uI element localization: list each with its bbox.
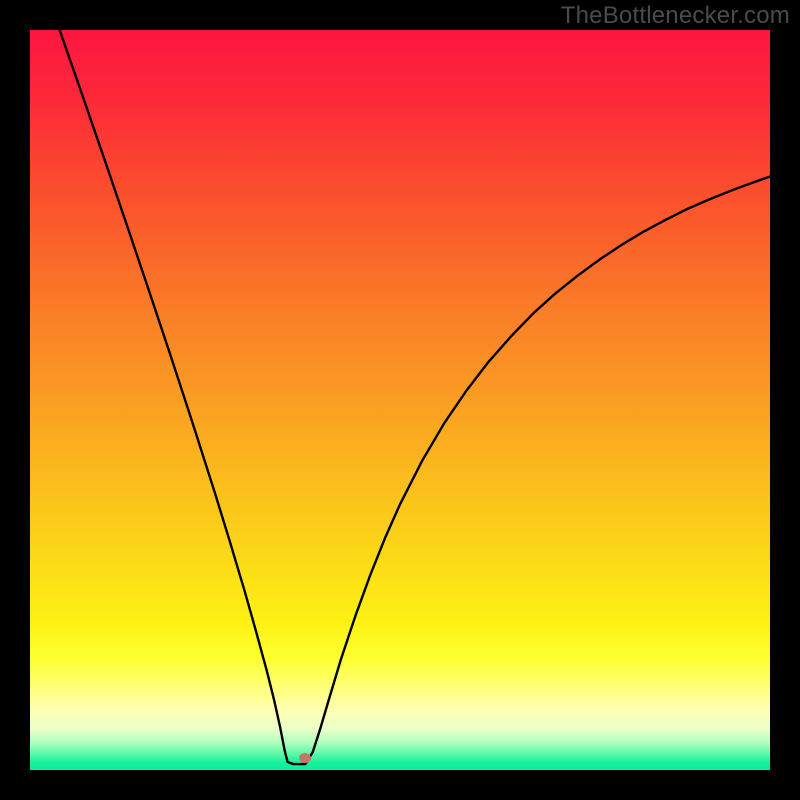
marker-dot bbox=[297, 751, 313, 765]
bottleneck-curve bbox=[30, 30, 770, 770]
chart-frame: TheBottlenecker.com bbox=[0, 0, 800, 800]
watermark-text: TheBottlenecker.com bbox=[561, 2, 790, 30]
plot-area bbox=[30, 30, 770, 770]
